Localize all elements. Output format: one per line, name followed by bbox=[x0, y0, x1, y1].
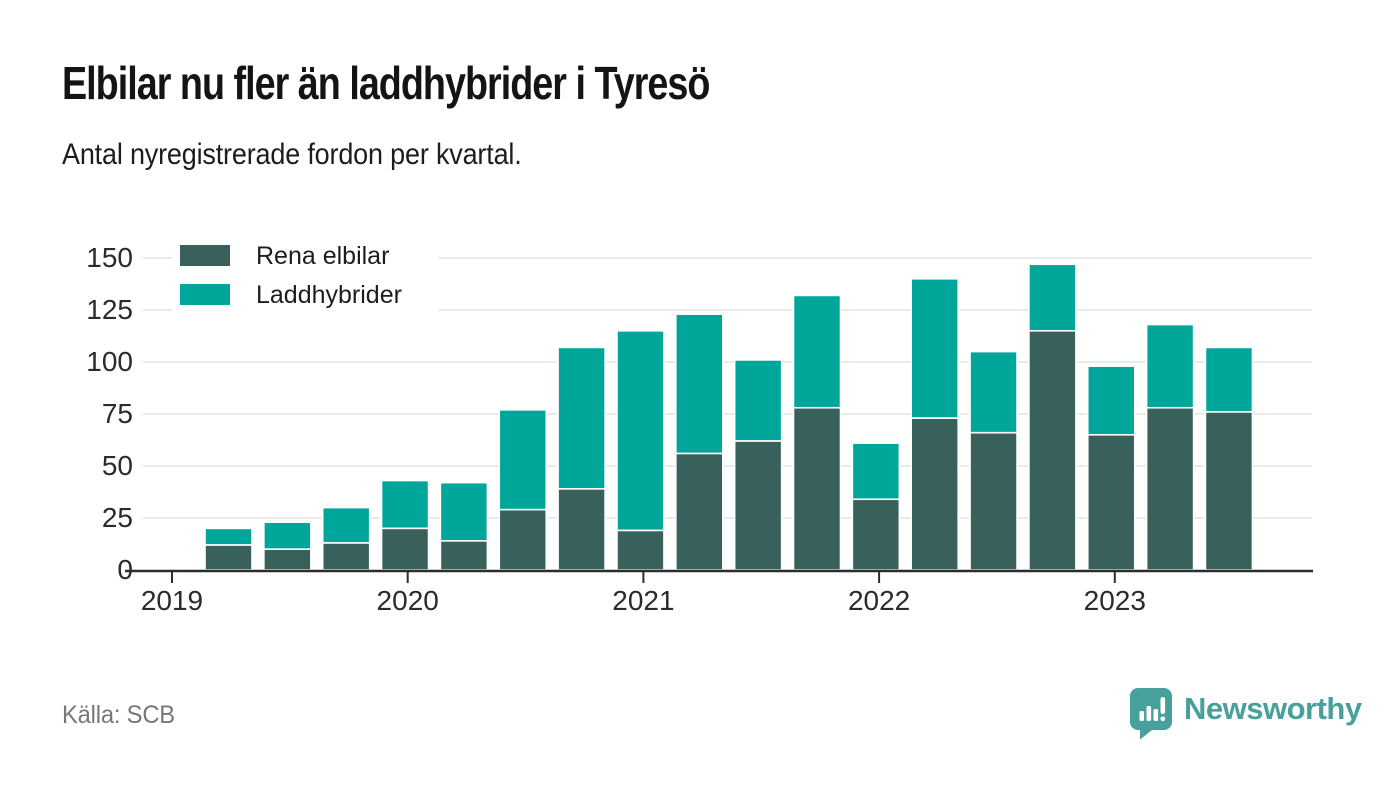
bar-segment-laddhybrider bbox=[969, 350, 1018, 434]
source-note: Källa: SCB bbox=[62, 701, 175, 729]
bar-segment-elbilar bbox=[557, 488, 606, 571]
logo-bar-3 bbox=[1153, 709, 1159, 721]
bar-segment-laddhybrider bbox=[616, 329, 665, 532]
bar-segment-elbilar bbox=[851, 498, 901, 571]
bar-segment-laddhybrider bbox=[1204, 346, 1254, 413]
bar-segment-laddhybrider bbox=[204, 527, 253, 546]
bar-segment-elbilar bbox=[204, 544, 253, 571]
bar-segment-elbilar bbox=[1145, 406, 1195, 571]
bar-segment-elbilar bbox=[321, 542, 371, 571]
y-tick-label: 150 bbox=[86, 242, 133, 273]
bar-segment-laddhybrider bbox=[1145, 323, 1195, 409]
y-tick-label: 100 bbox=[86, 346, 133, 377]
newsworthy-wordmark: Newsworthy bbox=[1184, 691, 1362, 726]
bar-segment-laddhybrider bbox=[733, 359, 783, 442]
bar-segment-laddhybrider bbox=[1086, 365, 1136, 436]
bar-segment-elbilar bbox=[498, 508, 548, 571]
x-tick-label: 2019 bbox=[141, 585, 203, 616]
bar-segment-elbilar bbox=[910, 417, 960, 571]
page-title: Elbilar nu fler än laddhybrider i Tyresö bbox=[62, 57, 710, 109]
bar-segment-laddhybrider bbox=[1028, 263, 1077, 332]
y-tick-label: 25 bbox=[102, 502, 133, 533]
bar-segment-elbilar bbox=[380, 527, 430, 571]
newsworthy-logo: Newsworthy bbox=[1129, 687, 1362, 740]
y-tick-label: 0 bbox=[117, 554, 133, 585]
x-tick-label: 2022 bbox=[848, 585, 910, 616]
logo-exclamation-bar bbox=[1160, 697, 1166, 714]
x-tick-label: 2020 bbox=[377, 585, 439, 616]
bar-segment-laddhybrider bbox=[557, 346, 606, 490]
bar-segment-elbilar bbox=[792, 406, 842, 571]
bar-segment-elbilar bbox=[263, 548, 312, 571]
bar-segment-laddhybrider bbox=[910, 277, 960, 419]
x-tick-label: 2023 bbox=[1084, 585, 1146, 616]
logo-bar-1 bbox=[1139, 711, 1145, 721]
bar-segment-elbilar bbox=[674, 452, 724, 571]
bar-segment-elbilar bbox=[439, 540, 489, 571]
bar-segment-elbilar bbox=[1028, 329, 1077, 571]
bar-segment-laddhybrider bbox=[263, 521, 312, 550]
bar-segment-laddhybrider bbox=[792, 294, 842, 409]
newsworthy-logo-icon bbox=[1130, 688, 1172, 740]
y-tick-label: 125 bbox=[86, 294, 133, 325]
legend-swatch bbox=[180, 284, 230, 305]
y-tick-label: 50 bbox=[102, 450, 133, 481]
bar-segment-laddhybrider bbox=[851, 442, 901, 501]
bar-segment-elbilar bbox=[1204, 411, 1254, 571]
bar-segment-laddhybrider bbox=[498, 409, 548, 511]
chart-subtitle: Antal nyregistrerade fordon per kvartal. bbox=[62, 138, 522, 171]
bar-segment-elbilar bbox=[733, 440, 783, 571]
logo-exclamation-dot bbox=[1160, 716, 1166, 722]
bar-segment-laddhybrider bbox=[380, 479, 430, 530]
legend-swatch bbox=[180, 245, 230, 266]
bar-segment-elbilar bbox=[969, 431, 1018, 571]
legend-label: Rena elbilar bbox=[256, 242, 389, 270]
bar-segment-laddhybrider bbox=[321, 506, 371, 544]
logo-bar-2 bbox=[1146, 706, 1152, 721]
x-tick-label: 2021 bbox=[612, 585, 674, 616]
legend-label: Laddhybrider bbox=[256, 281, 402, 309]
bar-segment-laddhybrider bbox=[674, 313, 724, 455]
bar-segment-laddhybrider bbox=[439, 481, 489, 542]
bar-segment-elbilar bbox=[1086, 433, 1136, 571]
bar-segment-elbilar bbox=[616, 529, 665, 571]
y-tick-label: 75 bbox=[102, 398, 133, 429]
